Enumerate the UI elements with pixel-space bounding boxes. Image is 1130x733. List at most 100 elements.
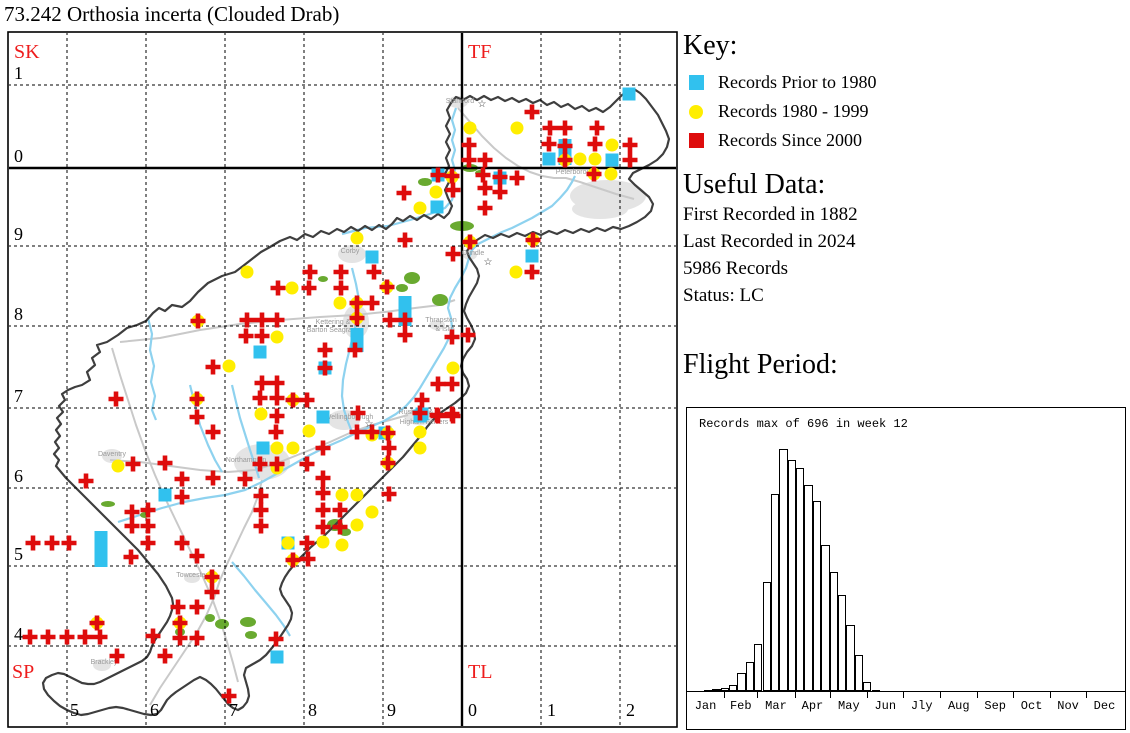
record-since-2000	[461, 152, 477, 168]
woodland	[396, 284, 408, 292]
town-label: Kettering &	[316, 319, 351, 326]
record-since-2000	[59, 629, 75, 645]
yellow-circle-icon	[689, 104, 703, 119]
record-since-2000	[285, 392, 301, 408]
month-tick	[830, 691, 832, 698]
record-since-2000	[252, 456, 268, 472]
northing-label: 0	[14, 146, 23, 166]
record-since-2000	[78, 473, 94, 489]
record-1980-1999	[413, 425, 427, 439]
woodland	[101, 501, 115, 507]
record-prior-1980	[316, 410, 330, 424]
histogram-bars: Jan Feb Mar Apr May Jun Jly Aug Sep Oct Nov Dec	[687, 408, 1125, 729]
record-1980-1999	[281, 536, 295, 550]
northing-label: 1	[14, 63, 23, 83]
urban-area	[429, 320, 445, 330]
record-since-2000	[125, 456, 141, 472]
record-since-2000	[315, 502, 331, 518]
month-tick-label: Sep	[984, 699, 1006, 713]
woodland	[318, 276, 328, 282]
record-count: 5986 Records	[683, 258, 789, 279]
record-since-2000	[586, 166, 602, 182]
week-bar	[720, 688, 729, 691]
record-1980-1999	[316, 535, 330, 549]
road	[119, 299, 456, 343]
record-since-2000	[315, 519, 331, 535]
record-1980-1999	[413, 441, 427, 455]
week-bar	[728, 685, 738, 691]
legend-label: Records Prior to 1980	[718, 72, 877, 92]
record-since-2000	[315, 440, 331, 456]
week-bar	[787, 460, 796, 691]
record-1980-1999	[413, 201, 427, 215]
record-since-2000	[509, 170, 525, 186]
record-since-2000	[124, 518, 140, 534]
month-tick-label: May	[838, 699, 860, 713]
record-prior-1980	[525, 249, 539, 263]
distribution-map: Stamford Peterborough Corby Oundle Kettering…	[7, 31, 678, 728]
record-since-2000	[460, 327, 476, 343]
grid-letter-label: TL	[468, 661, 492, 683]
week-bar	[745, 662, 755, 691]
record-since-2000	[285, 552, 301, 568]
week-bar	[863, 682, 872, 691]
record-since-2000	[445, 182, 461, 198]
month-tick	[903, 691, 905, 698]
week-bar	[796, 468, 805, 691]
record-since-2000	[445, 246, 461, 262]
blue-square-icon	[689, 75, 704, 90]
town-label: Peterborough	[556, 169, 599, 176]
record-since-2000	[189, 409, 205, 425]
woodland	[245, 631, 257, 639]
record-since-2000	[253, 502, 269, 518]
record-since-2000	[430, 376, 446, 392]
record-since-2000	[172, 630, 188, 646]
record-1980-1999	[446, 361, 460, 375]
month-tick	[940, 691, 942, 698]
month-tick-label: Jan	[694, 699, 717, 713]
record-since-2000	[253, 488, 269, 504]
record-since-2000	[317, 360, 333, 376]
easting-label: 6	[150, 700, 159, 720]
record-prior-1980	[94, 531, 108, 567]
record-1980-1999	[333, 296, 347, 310]
record-since-2000	[239, 312, 255, 328]
record-1980-1999	[365, 505, 379, 519]
town-label: Daventry	[98, 451, 127, 458]
record-since-2000	[492, 169, 508, 185]
useful-data-section: Useful Data: First Recorded in 1882 Last…	[683, 169, 1130, 309]
month-tick	[724, 691, 726, 698]
key-title: Key:	[683, 30, 738, 61]
record-since-2000	[333, 264, 349, 280]
record-since-2000	[397, 312, 413, 328]
legend-item-prior-1980: Records Prior to 1980	[689, 68, 1130, 97]
town-label: Thrapston	[425, 317, 457, 324]
record-since-2000	[254, 328, 270, 344]
record-since-2000	[364, 424, 380, 440]
record-1980-1999	[335, 488, 349, 502]
record-prior-1980	[430, 200, 444, 214]
record-since-2000	[22, 629, 38, 645]
record-1980-1999	[222, 359, 236, 373]
woodland	[418, 178, 432, 186]
record-since-2000	[444, 376, 460, 392]
record-since-2000	[174, 489, 190, 505]
easting-label: 5	[70, 700, 79, 720]
week-bar	[812, 501, 822, 691]
record-since-2000	[253, 518, 269, 534]
record-since-2000	[349, 295, 365, 311]
record-since-2000	[477, 152, 493, 168]
last-recorded: Last Recorded in 2024	[683, 231, 856, 252]
record-since-2000	[77, 629, 93, 645]
record-1980-1999	[111, 459, 125, 473]
week-bar	[837, 595, 847, 691]
record-since-2000	[299, 535, 315, 551]
woodland	[404, 272, 420, 284]
record-since-2000	[475, 167, 491, 183]
record-since-2000	[396, 185, 412, 201]
record-since-2000	[204, 584, 220, 600]
record-since-2000	[587, 136, 603, 152]
week-bar	[829, 572, 838, 691]
record-1980-1999	[463, 121, 477, 135]
record-since-2000	[524, 264, 540, 280]
